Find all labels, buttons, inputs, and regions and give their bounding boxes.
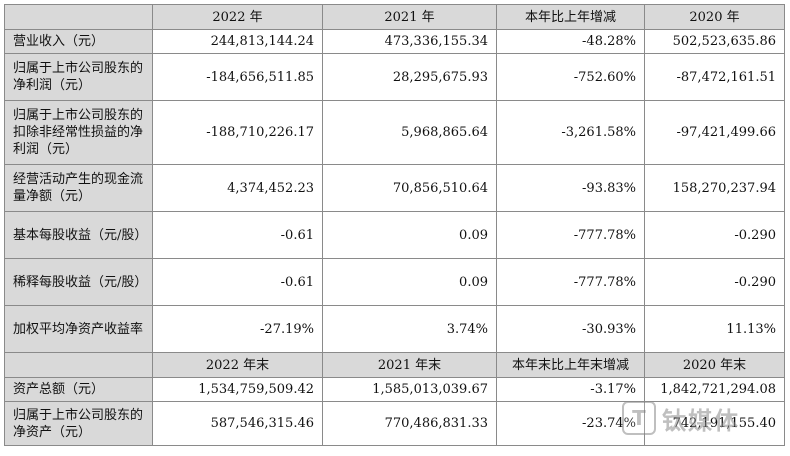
table-row: 稀释每股收益（元/股） -0.61 0.09 -777.78% -0.290 [4, 258, 785, 306]
cell-2021: 473,336,155.34 [322, 29, 497, 54]
cell-change: -23.74% [496, 401, 645, 446]
row-label: 归属于上市公司股东的扣除非经常性损益的净利润（元） [4, 100, 153, 165]
row-label: 稀释每股收益（元/股） [4, 258, 153, 306]
watermark-text: 钛媒体 [662, 406, 740, 435]
cell-change: -93.83% [496, 164, 645, 212]
row-label: 资产总额（元） [4, 377, 153, 402]
header-change: 本年比上年增减 [496, 4, 645, 30]
header-end-2020: 2020 年末 [644, 352, 785, 378]
cell-2022: 244,813,144.24 [152, 29, 323, 54]
header-corner [4, 352, 153, 378]
table-row: 归属于上市公司股东的净资产（元） 587,546,315.46 770,486,… [4, 401, 785, 446]
cell-change: -30.93% [496, 305, 645, 353]
header-2021: 2021 年 [322, 4, 497, 30]
cell-2022: 587,546,315.46 [152, 401, 323, 446]
cell-2022: -0.61 [152, 258, 323, 306]
watermark-logo-icon: T [622, 401, 656, 435]
cell-2021: 0.09 [322, 258, 497, 306]
cell-2020: 158,270,237.94 [644, 164, 785, 212]
cell-change: -752.60% [496, 53, 645, 101]
header-2022: 2022 年 [152, 4, 323, 30]
header-2020: 2020 年 [644, 4, 785, 30]
cell-2021: 70,856,510.64 [322, 164, 497, 212]
row-label: 加权平均净资产收益率 [4, 305, 153, 353]
cell-2022: -184,656,511.85 [152, 53, 323, 101]
row-label: 经营活动产生的现金流量净额（元） [4, 164, 153, 212]
row-label: 基本每股收益（元/股） [4, 211, 153, 259]
cell-2022: -27.19% [152, 305, 323, 353]
cell-change: -48.28% [496, 29, 645, 54]
table-row: 营业收入（元） 244,813,144.24 473,336,155.34 -4… [4, 29, 785, 54]
cell-2021: 770,486,831.33 [322, 401, 497, 446]
cell-2021: 0.09 [322, 211, 497, 259]
cell-2020: 11.13% [644, 305, 785, 353]
cell-2022: 4,374,452.23 [152, 164, 323, 212]
cell-2021: 1,585,013,039.67 [322, 377, 497, 402]
cell-change: -777.78% [496, 258, 645, 306]
cell-2020: -0.290 [644, 211, 785, 259]
cell-2022: -0.61 [152, 211, 323, 259]
financial-table: 2022 年 2021 年 本年比上年增减 2020 年 营业收入（元） 244… [4, 4, 785, 446]
table-row: 资产总额（元） 1,534,759,509.42 1,585,013,039.6… [4, 377, 785, 402]
row-label: 营业收入（元） [4, 29, 153, 54]
header-end-change: 本年末比上年末增减 [496, 352, 645, 378]
cell-2020: 502,523,635.86 [644, 29, 785, 54]
cell-2022: -188,710,226.17 [152, 100, 323, 165]
table-row: 基本每股收益（元/股） -0.61 0.09 -777.78% -0.290 [4, 211, 785, 259]
table-row: 经营活动产生的现金流量净额（元） 4,374,452.23 70,856,510… [4, 164, 785, 212]
cell-change: -3,261.58% [496, 100, 645, 165]
cell-change: -777.78% [496, 211, 645, 259]
table-row: 归属于上市公司股东的净利润（元） -184,656,511.85 28,295,… [4, 53, 785, 101]
row-label: 归属于上市公司股东的净资产（元） [4, 401, 153, 446]
cell-2021: 28,295,675.93 [322, 53, 497, 101]
row-label: 归属于上市公司股东的净利润（元） [4, 53, 153, 101]
cell-2022: 1,534,759,509.42 [152, 377, 323, 402]
header-corner [4, 4, 153, 30]
header-end-2022: 2022 年末 [152, 352, 323, 378]
table-row: 加权平均净资产收益率 -27.19% 3.74% -30.93% 11.13% [4, 305, 785, 353]
header-row: 2022 年 2021 年 本年比上年增减 2020 年 [4, 4, 785, 30]
cell-2020: 742,191,155.40 [644, 401, 785, 446]
header-end-2021: 2021 年末 [322, 352, 497, 378]
cell-2020: -87,472,161.51 [644, 53, 785, 101]
cell-2020: 1,842,721,294.08 [644, 377, 785, 402]
cell-2021: 3.74% [322, 305, 497, 353]
cell-2020: -97,421,499.66 [644, 100, 785, 165]
table-row: 归属于上市公司股东的扣除非经常性损益的净利润（元） -188,710,226.1… [4, 100, 785, 165]
watermark: T 钛媒体 [622, 398, 782, 438]
cell-2021: 5,968,865.64 [322, 100, 497, 165]
cell-2020: -0.290 [644, 258, 785, 306]
header-row-2: 2022 年末 2021 年末 本年末比上年末增减 2020 年末 [4, 352, 785, 378]
